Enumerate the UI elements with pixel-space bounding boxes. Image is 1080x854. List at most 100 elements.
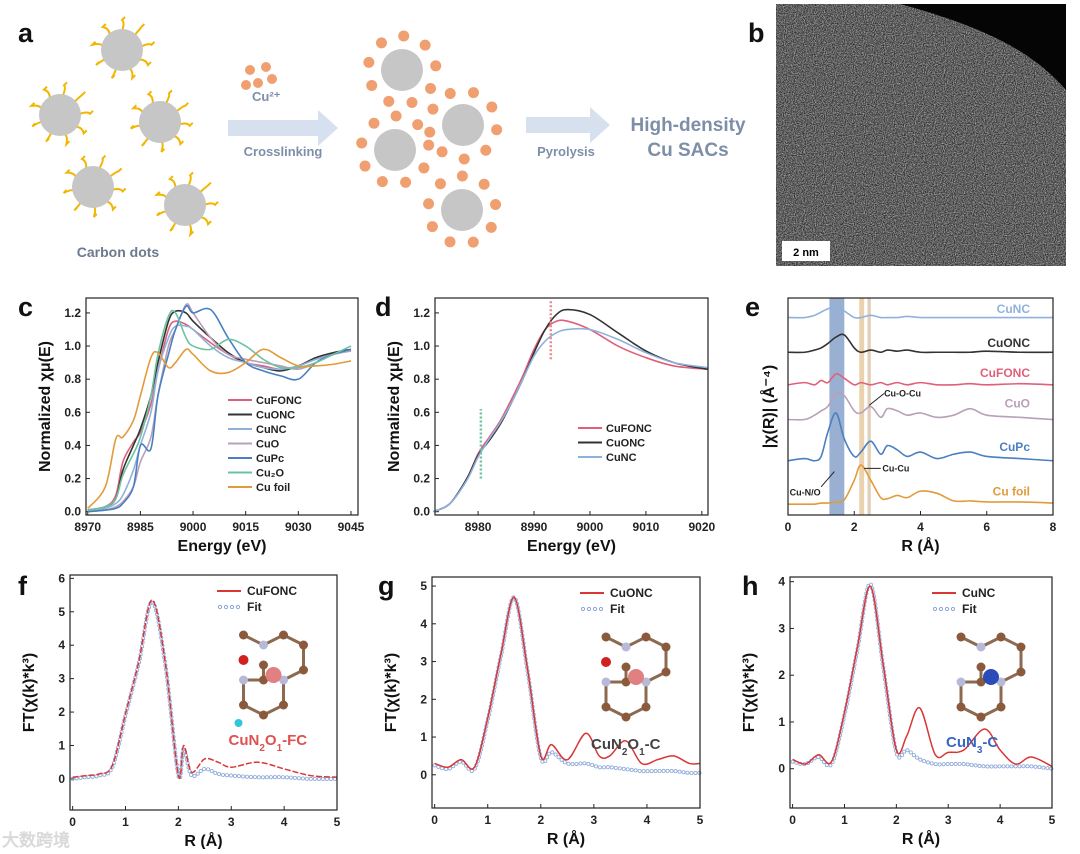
fit-point (288, 775, 293, 780)
structure-label-base: CuN (591, 736, 622, 753)
y-tick-label: 2 (58, 705, 65, 719)
ligand-icon (42, 85, 51, 99)
ligand-icon (61, 81, 68, 97)
x-tick-label: 8970 (74, 520, 101, 534)
ligand-icon (78, 110, 94, 116)
fit-point (189, 772, 194, 777)
cu-ion-icon (434, 178, 446, 190)
fit-point (681, 770, 686, 775)
fit-point (236, 774, 241, 779)
fit-point (637, 768, 642, 773)
x-tick-label: 3 (591, 813, 598, 827)
atom-icon (996, 677, 1006, 687)
legend-label: CuONC (606, 438, 645, 450)
atom-icon (641, 702, 651, 712)
atom-icon (996, 702, 1006, 712)
annotation-leader (820, 471, 835, 488)
fit-point (989, 764, 994, 769)
structure-label-suffix: -C (982, 734, 998, 751)
cu-ion-icon (491, 124, 503, 136)
y-tick-label: 1 (778, 715, 785, 729)
cu-ion-icon (406, 96, 418, 108)
fit-point (953, 761, 958, 766)
fit-point (900, 753, 905, 758)
axes-frame (69, 574, 338, 811)
fit-point (605, 765, 610, 770)
legend-label: Cu₂O (256, 468, 285, 480)
legend-label-fit: Fit (610, 602, 625, 616)
atom-icon (279, 700, 288, 710)
panel-label-f: f (18, 571, 28, 601)
y-tick-label: 3 (420, 655, 427, 669)
fit-point (135, 668, 140, 673)
fit-point (929, 761, 934, 766)
fit-point (609, 765, 614, 770)
x-tick-label: 6 (983, 520, 990, 534)
atom-icon (299, 640, 308, 650)
atom-icon (956, 702, 966, 712)
fit-point (1013, 764, 1018, 769)
plot-area (432, 308, 708, 513)
x-axis-title: R (Å) (184, 831, 222, 849)
panel-f-chart: f 0 1 2 3 4 5 0 1 2 3 4 5 6 R (Å) FT(χ(k)*k³) CuFONC Fit C… (18, 571, 341, 850)
y-tick-label: 0 (420, 768, 427, 782)
fit-point (94, 774, 99, 779)
pyrolysis-arrow-icon (526, 107, 610, 143)
cu-ion-icon (478, 178, 490, 190)
fit-point (224, 773, 229, 778)
cu-ion-icon (490, 198, 502, 210)
fit-point (304, 776, 309, 781)
fit-point (328, 776, 333, 781)
fit-point (922, 759, 927, 764)
atom-icon (1016, 667, 1026, 677)
legend-label-fit: Fit (962, 602, 977, 616)
cu-ion-icon (456, 170, 468, 182)
vacuum-region (900, 4, 1066, 90)
cu-ion-icon (366, 79, 378, 91)
atom-icon (239, 700, 248, 710)
y-tick-label: 1.0 (64, 339, 81, 353)
fit-point (973, 763, 978, 768)
series-label: CuO (1005, 397, 1030, 411)
x-tick-label: 9000 (577, 520, 604, 534)
scale-bar-box (782, 241, 830, 261)
y-axis-title: Normalized χμ(E) (37, 341, 54, 472)
fit-point (133, 675, 138, 680)
fit-point (918, 757, 923, 762)
ligand-icon (138, 58, 152, 67)
fit-point (574, 761, 579, 766)
legend-label-data: CuNC (962, 586, 996, 600)
y-tick-label: 6 (58, 571, 65, 585)
fit-point (123, 714, 128, 719)
structure-label-base: CuN (229, 732, 260, 749)
legend-label: CuPc (256, 453, 284, 465)
annotation-leader (868, 393, 885, 406)
legend-swatch-fit (598, 606, 604, 612)
atom-icon (956, 677, 966, 687)
atom-icon (661, 642, 671, 652)
y-tick-label: 1.2 (413, 306, 430, 320)
fit-point (1041, 765, 1046, 770)
fit-point (1037, 765, 1042, 770)
carbon-dots-group (28, 16, 219, 238)
series-line-cuo (787, 391, 1054, 421)
structure-label-s1: 3 (977, 745, 983, 756)
atom-icon (259, 710, 268, 720)
x-tick-label: 5 (1049, 813, 1056, 827)
cu-ion-icon (359, 160, 371, 172)
structure-label-suffix: -FC (282, 732, 307, 749)
ligand-icon (198, 181, 212, 194)
series-line-cu-foil (788, 464, 1054, 506)
fit-point (129, 691, 134, 696)
fit-point (252, 775, 257, 780)
legend-swatch-fit (586, 606, 592, 612)
x-axis-title: Energy (eV) (527, 538, 616, 555)
fit-point (961, 762, 966, 767)
fit-point (244, 774, 249, 779)
y-axis-title: FT(χ(k)*k³) (741, 653, 758, 732)
x-tick-label: 0 (785, 520, 792, 534)
fit-point (217, 772, 222, 777)
watermark: 大数跨境 (2, 830, 70, 849)
cu-ion-icon (430, 60, 442, 72)
